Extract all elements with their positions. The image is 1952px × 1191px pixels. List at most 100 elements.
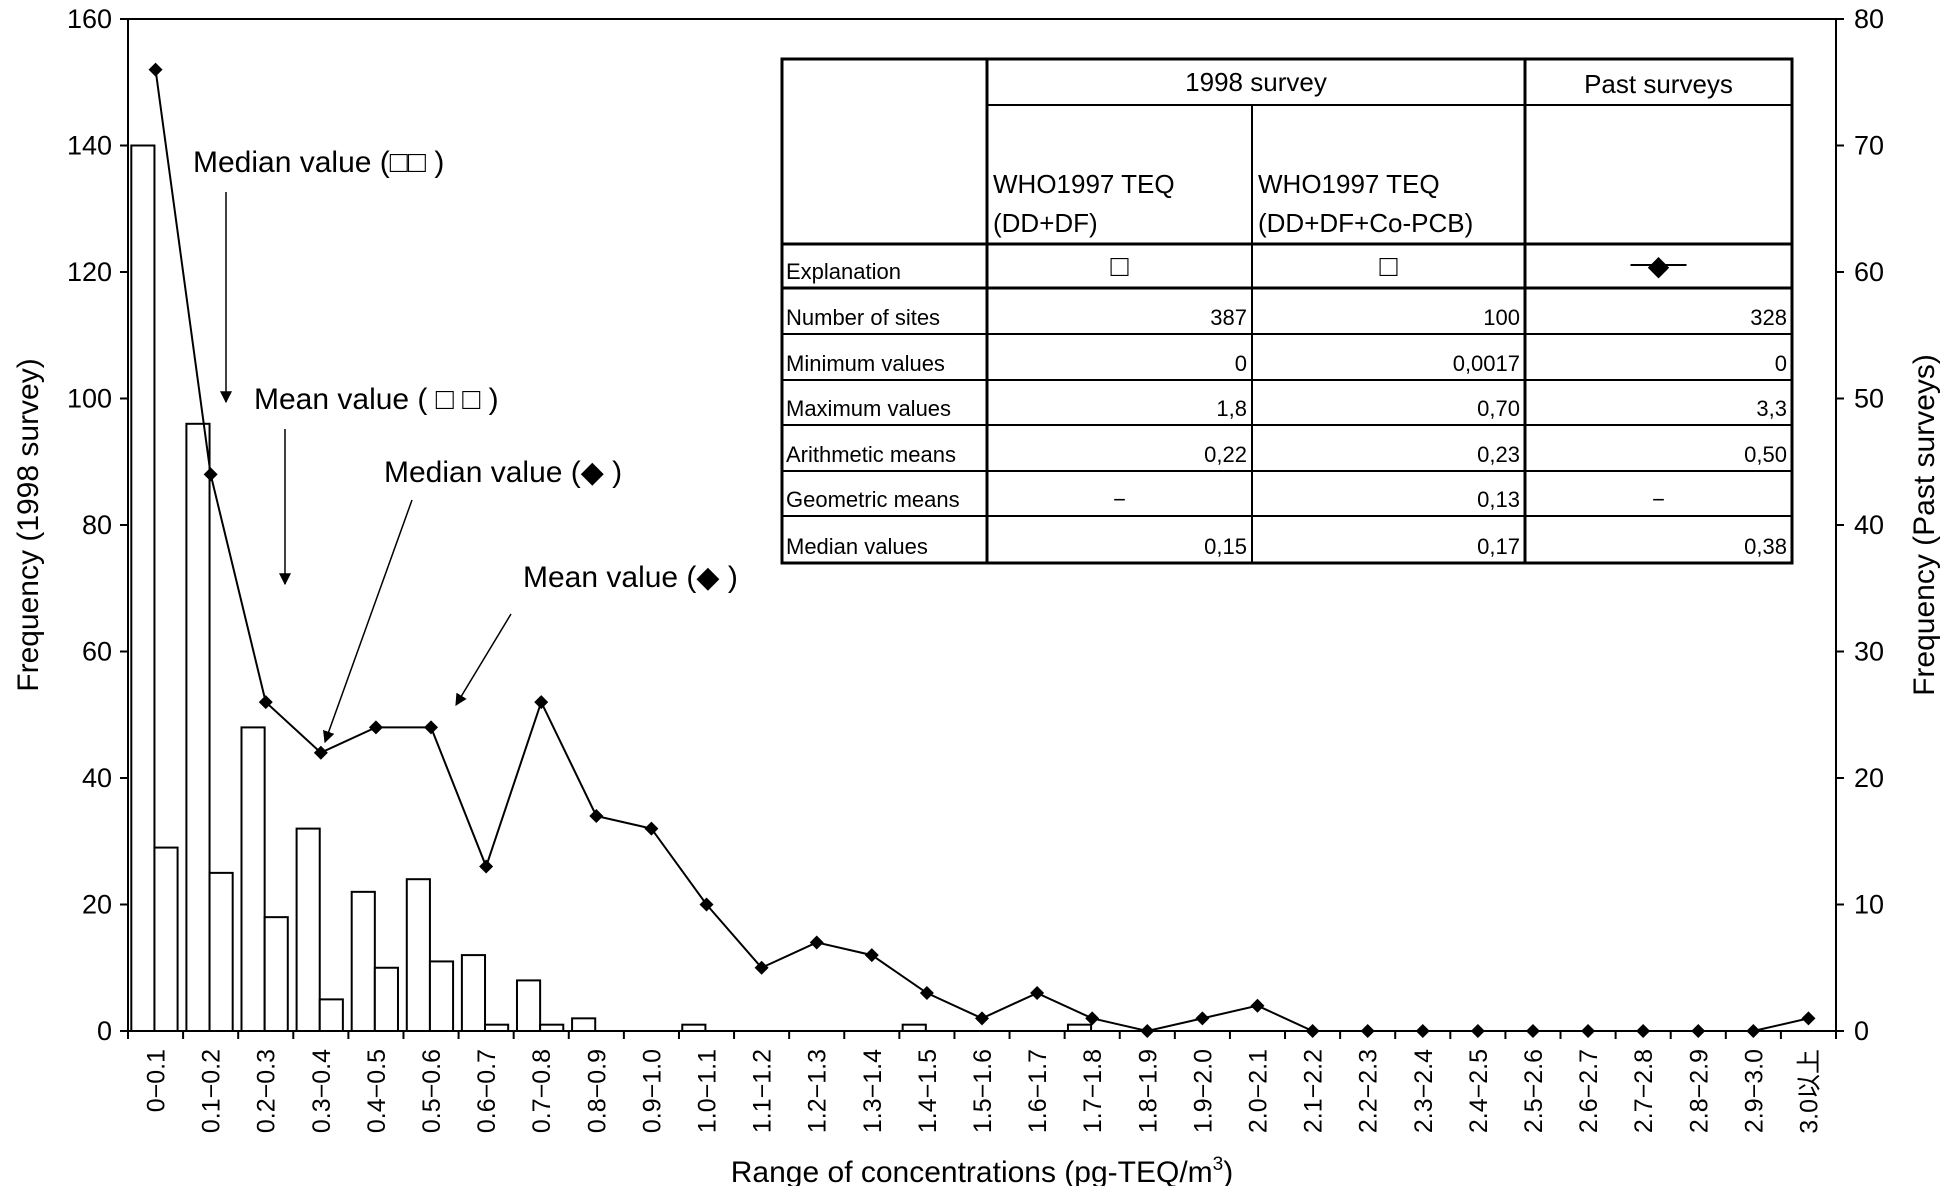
- y-right-axis-title: Frequency (Past surveys): [1908, 354, 1941, 696]
- y-left-tick-label: 80: [82, 510, 112, 540]
- annotation-label: Median value (◆ ): [384, 456, 622, 489]
- table-cell: 0,70: [1477, 396, 1520, 421]
- x-tick-label: 1.5−1.6: [969, 1049, 997, 1133]
- marker-past-surveys: [313, 745, 328, 760]
- x-tick-label: 1.6−1.7: [1024, 1049, 1052, 1133]
- x-tick-label: 0.5−0.6: [418, 1049, 446, 1133]
- table-col2-line2: (DD+DF+Co-PCB): [1258, 208, 1473, 238]
- x-tick-label: 1.2−1.3: [804, 1049, 832, 1133]
- marker-past-surveys: [1801, 1011, 1816, 1026]
- x-tick-label: 0.6−0.7: [473, 1049, 501, 1133]
- x-tick-label: 1.9−2.0: [1189, 1049, 1217, 1133]
- marker-past-surveys: [1250, 998, 1265, 1013]
- marker-past-surveys: [699, 897, 714, 912]
- table-cell: 0,13: [1477, 487, 1520, 512]
- y-right-tick-label: 30: [1854, 637, 1884, 667]
- marker-past-surveys: [1636, 1024, 1651, 1038]
- bar-dd-df: [1066, 1023, 1093, 1033]
- x-tick-label: 1.4−1.5: [914, 1049, 942, 1133]
- table-row-label: Geometric means: [786, 487, 960, 512]
- marker-past-surveys: [1691, 1024, 1706, 1038]
- bar-dd-df-copcb: [484, 1023, 510, 1033]
- table-cell: 1,8: [1216, 396, 1247, 421]
- bar-dd-df-copcb: [263, 916, 289, 1033]
- table-symbol-diamond: ◆: [1648, 250, 1670, 281]
- table-row-label: Arithmetic means: [786, 442, 956, 467]
- x-tick-label: 2.6−2.7: [1575, 1049, 1603, 1133]
- annotation-arrow: [323, 499, 413, 744]
- annotation-label: Mean value ( □ □ ): [254, 383, 499, 416]
- marker-past-surveys: [424, 720, 439, 735]
- table-cell: 328: [1750, 305, 1787, 330]
- x-tick-label: 3.0以上: [1795, 1049, 1823, 1134]
- table-cell: −: [1113, 487, 1126, 512]
- table-cell: 100: [1483, 305, 1520, 330]
- marker-past-surveys: [534, 695, 549, 710]
- table-cell: 0,15: [1204, 534, 1247, 559]
- bar-dd-df: [515, 979, 542, 1033]
- bar-dd-df: [681, 1023, 707, 1033]
- x-tick-label: 2.1−2.2: [1300, 1049, 1328, 1133]
- bar-dd-df: [185, 422, 211, 1032]
- summary-table: [780, 57, 1794, 565]
- x-tick-label: 0.8−0.9: [583, 1049, 611, 1133]
- marker-past-surveys: [258, 695, 273, 710]
- annotation-label: Mean value (◆ ): [523, 561, 738, 594]
- table-cell: 0,50: [1744, 442, 1787, 467]
- y-left-tick-label: 100: [67, 384, 112, 414]
- bar-dd-df-copcb: [153, 846, 179, 1033]
- marker-past-surveys: [368, 720, 383, 735]
- marker-past-surveys: [1030, 986, 1045, 1001]
- x-tick-label: 0.1−0.2: [198, 1049, 226, 1133]
- table-symbol-square: □: [1110, 250, 1129, 283]
- marker-past-surveys: [1525, 1024, 1540, 1038]
- marker-past-surveys: [975, 1011, 989, 1026]
- y-left-axis-title: Frequency (1998 survey): [12, 358, 45, 692]
- x-tick-label: 0−0.1: [143, 1049, 171, 1112]
- marker-past-surveys: [1581, 1024, 1596, 1038]
- x-tick-label: 1.1−1.2: [749, 1049, 777, 1133]
- marker-past-surveys: [1085, 1011, 1100, 1026]
- bar-dd-df: [460, 954, 487, 1032]
- x-tick-label: 0.4−0.5: [363, 1049, 391, 1133]
- table-row-label: Maximum values: [786, 396, 951, 421]
- x-tick-label: 2.8−2.9: [1685, 1049, 1713, 1133]
- annotation-label: Median value (□□ ): [193, 146, 444, 179]
- y-right-tick-label: 10: [1854, 890, 1884, 920]
- x-tick-label: 0.7−0.8: [528, 1049, 556, 1133]
- table-col2-line1: WHO1997 TEQ: [1258, 169, 1440, 199]
- x-tick-label: 2.4−2.5: [1465, 1049, 1493, 1133]
- y-left-tick-label: 0: [97, 1016, 112, 1046]
- bar-dd-df-copcb: [428, 960, 455, 1032]
- table-row-label: Number of sites: [786, 305, 940, 330]
- table-row-label: Median values: [786, 534, 928, 559]
- x-tick-label: 0.9−1.0: [638, 1049, 666, 1133]
- table-explanation-label: Explanation: [786, 259, 901, 284]
- y-right-tick-label: 50: [1854, 384, 1884, 414]
- table-symbol-square: □: [1379, 250, 1398, 283]
- table-cell: 0,0017: [1453, 351, 1520, 376]
- marker-past-surveys: [1746, 1024, 1761, 1038]
- marker-past-surveys: [864, 948, 879, 963]
- y-right-tick-label: 60: [1854, 257, 1884, 287]
- marker-past-surveys: [203, 467, 218, 482]
- bar-dd-df: [240, 726, 266, 1033]
- table-col1-line1: WHO1997 TEQ: [993, 169, 1175, 199]
- x-tick-label: 2.0−2.1: [1244, 1049, 1272, 1133]
- marker-past-surveys: [1470, 1024, 1485, 1038]
- y-right-tick-label: 20: [1854, 763, 1884, 793]
- y-left-tick-label: 120: [67, 257, 112, 287]
- marker-past-surveys: [1195, 1011, 1210, 1026]
- x-axis-title: Range of concentrations (pg-TEQ/m3): [731, 1154, 1233, 1186]
- y-left-tick-label: 20: [82, 890, 112, 920]
- table-cell: 0,38: [1744, 534, 1787, 559]
- x-tick-label: 2.9−3.0: [1740, 1049, 1768, 1133]
- x-tick-label: 1.7−1.8: [1079, 1049, 1107, 1133]
- table-cell: 3,3: [1756, 396, 1787, 421]
- marker-past-surveys: [809, 935, 824, 950]
- annotation-arrow: [455, 613, 512, 707]
- x-tick-label: 1.8−1.9: [1134, 1049, 1162, 1133]
- table-group-1998: 1998 survey: [1185, 67, 1327, 97]
